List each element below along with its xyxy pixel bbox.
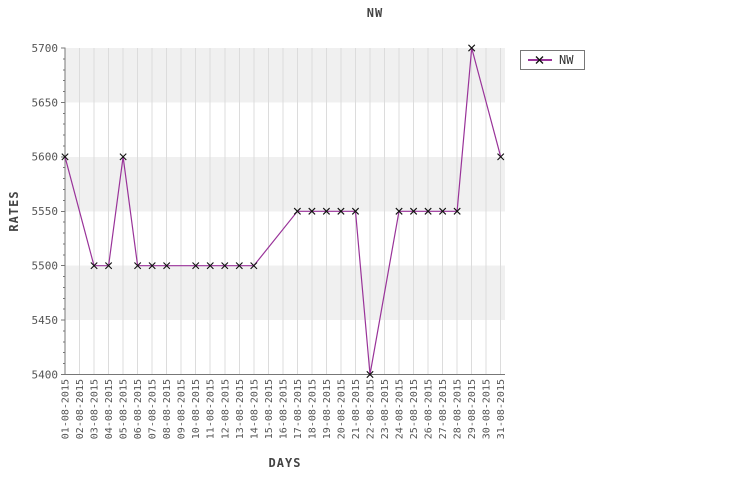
x-tick-label: 28-08-2015 xyxy=(453,379,464,439)
data-point-marker xyxy=(148,262,156,270)
x-tick-label: 08-08-2015 xyxy=(162,379,173,439)
x-tick-label: 31-08-2015 xyxy=(496,379,507,439)
plot-band xyxy=(65,102,505,157)
data-point-marker xyxy=(61,153,69,161)
x-tick-label: 10-08-2015 xyxy=(191,379,202,439)
x-tick-label: 29-08-2015 xyxy=(467,379,478,439)
legend-series-label: NW xyxy=(559,53,574,67)
x-tick-label: 09-08-2015 xyxy=(177,379,188,439)
x-axis-title: DAYS xyxy=(268,456,302,470)
data-point-marker xyxy=(250,262,258,270)
data-point-marker xyxy=(221,262,229,270)
plot-band xyxy=(65,48,505,103)
x-tick-label: 25-08-2015 xyxy=(409,379,420,439)
x-tick-label: 17-08-2015 xyxy=(293,379,304,439)
x-tick-label: 02-08-2015 xyxy=(75,379,86,439)
legend: NW xyxy=(520,50,586,70)
data-point-marker xyxy=(424,207,432,215)
y-tick-label: 5600 xyxy=(32,151,59,164)
y-tick-label: 5700 xyxy=(32,42,59,55)
x-tick-label: 12-08-2015 xyxy=(220,379,231,439)
x-tick-label: 30-08-2015 xyxy=(482,379,493,439)
x-tick-label: 21-08-2015 xyxy=(351,379,362,439)
x-tick-label: 15-08-2015 xyxy=(264,379,275,439)
data-point-marker xyxy=(497,153,505,161)
x-tick-label: 27-08-2015 xyxy=(438,379,449,439)
data-point-marker xyxy=(293,207,301,215)
x-tick-label: 14-08-2015 xyxy=(249,379,260,439)
plot-band xyxy=(65,320,505,375)
data-point-marker xyxy=(409,207,418,215)
plot-band xyxy=(65,156,505,212)
y-tick-label: 5550 xyxy=(32,205,59,218)
data-point-marker xyxy=(134,262,142,270)
x-tick-label: 26-08-2015 xyxy=(424,379,435,439)
data-point-marker xyxy=(119,153,127,161)
data-point-marker xyxy=(468,44,476,52)
data-point-marker xyxy=(439,207,447,215)
y-tick-label: 5500 xyxy=(32,260,59,273)
y-tick-label: 5650 xyxy=(32,96,59,109)
x-tick-label: 05-08-2015 xyxy=(119,379,130,439)
x-tick-label: 20-08-2015 xyxy=(336,379,347,439)
data-point-marker xyxy=(308,207,316,215)
data-point-marker xyxy=(235,262,243,270)
data-point-marker xyxy=(322,207,331,215)
data-point-marker xyxy=(163,262,171,270)
plot-band xyxy=(65,211,505,266)
x-tick-label: 04-08-2015 xyxy=(104,379,115,439)
data-point-marker xyxy=(192,262,200,270)
legend-x-marker-icon xyxy=(535,56,544,64)
chart-title: NW xyxy=(366,6,384,20)
data-point-marker xyxy=(366,370,374,379)
y-tick-label: 5400 xyxy=(32,368,59,381)
data-point-marker xyxy=(337,207,345,215)
x-tick-label: 22-08-2015 xyxy=(365,379,376,439)
data-point-marker xyxy=(90,262,98,270)
data-point-marker xyxy=(453,207,461,215)
y-tick-label: 5450 xyxy=(32,314,59,327)
x-tick-label: 11-08-2015 xyxy=(206,379,217,439)
plot-band xyxy=(65,265,505,321)
data-point-marker xyxy=(351,207,360,215)
x-tick-label: 19-08-2015 xyxy=(322,379,333,439)
x-tick-label: 23-08-2015 xyxy=(380,379,391,439)
x-tick-label: 01-08-2015 xyxy=(61,379,72,439)
x-tick-label: 13-08-2015 xyxy=(235,379,246,439)
data-point-marker xyxy=(104,262,113,270)
x-tick-label: 18-08-2015 xyxy=(307,379,318,439)
x-tick-label: 07-08-2015 xyxy=(148,379,159,439)
x-tick-label: 03-08-2015 xyxy=(90,379,101,439)
x-tick-label: 16-08-2015 xyxy=(278,379,289,439)
x-tick-label: 06-08-2015 xyxy=(133,379,144,439)
y-axis-title: RATES xyxy=(7,190,21,232)
x-tick-label: 24-08-2015 xyxy=(395,379,406,439)
data-point-marker xyxy=(206,262,214,270)
legend-line-marker-icon xyxy=(528,56,552,64)
data-point-marker xyxy=(395,207,403,215)
